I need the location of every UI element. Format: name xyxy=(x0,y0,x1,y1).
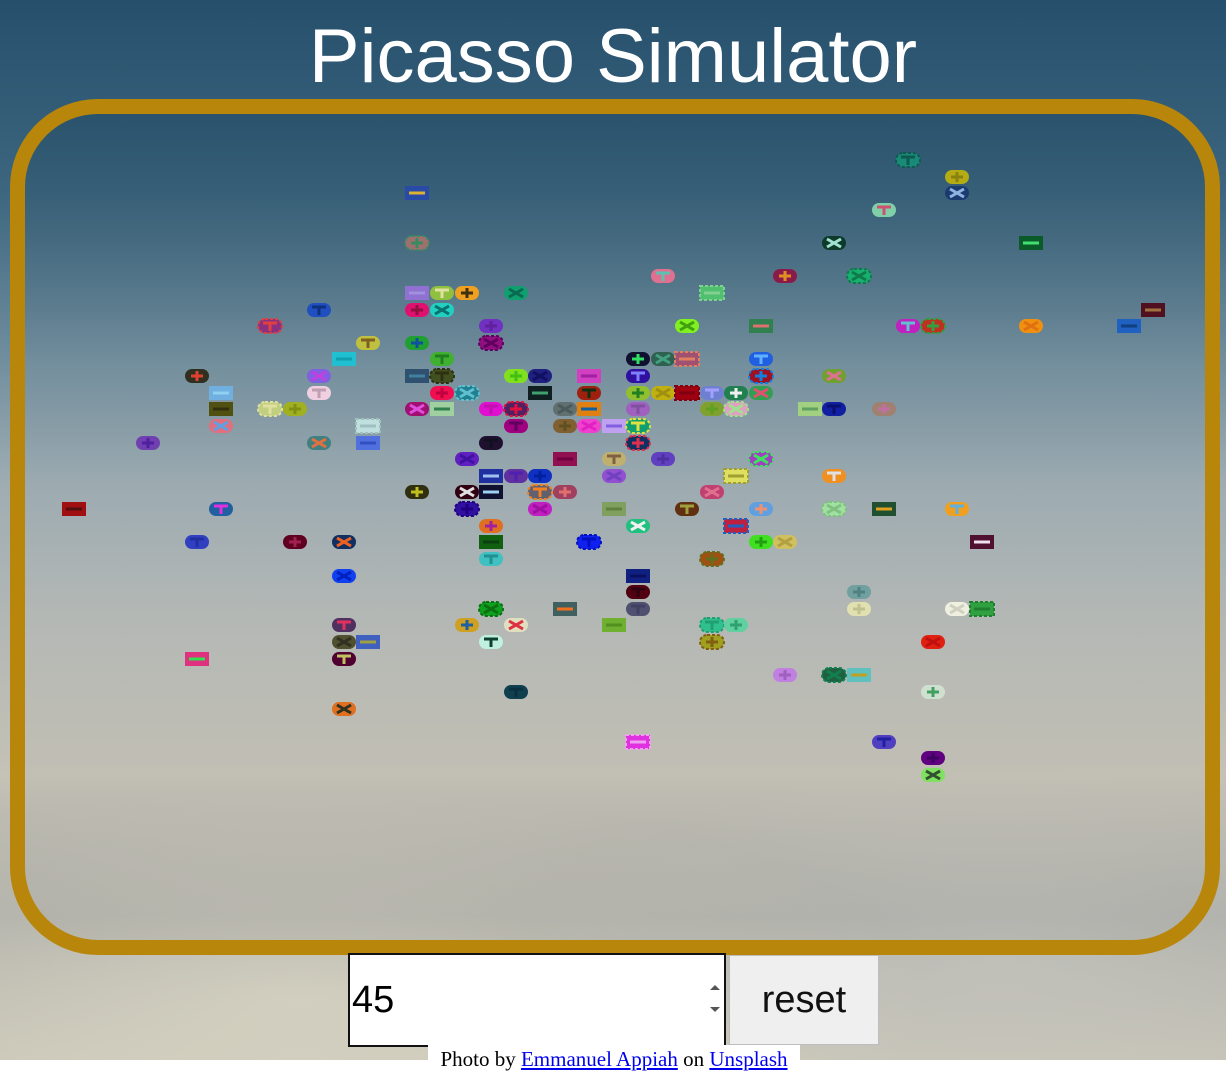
author-link[interactable]: Emmanuel Appiah xyxy=(520,1047,678,1071)
shape-count-value: 45 xyxy=(352,979,395,1021)
shape-count-input[interactable]: 45 xyxy=(348,953,726,1047)
reset-button[interactable]: reset xyxy=(729,955,879,1045)
photo-credit: Photo by Emmanuel Appiah on Unsplash xyxy=(428,1045,800,1073)
painting-frame xyxy=(10,99,1220,955)
unsplash-link[interactable]: Unsplash xyxy=(709,1047,788,1071)
spinner-up-icon[interactable] xyxy=(710,985,720,990)
page-title: Picasso Simulator xyxy=(308,14,918,99)
credit-middle: on xyxy=(683,1047,705,1071)
spinner-down-icon[interactable] xyxy=(710,1007,720,1012)
controls-bar: 45 reset xyxy=(348,953,888,1047)
credit-prefix: Photo by xyxy=(440,1047,516,1071)
number-spinner[interactable] xyxy=(710,985,720,1013)
